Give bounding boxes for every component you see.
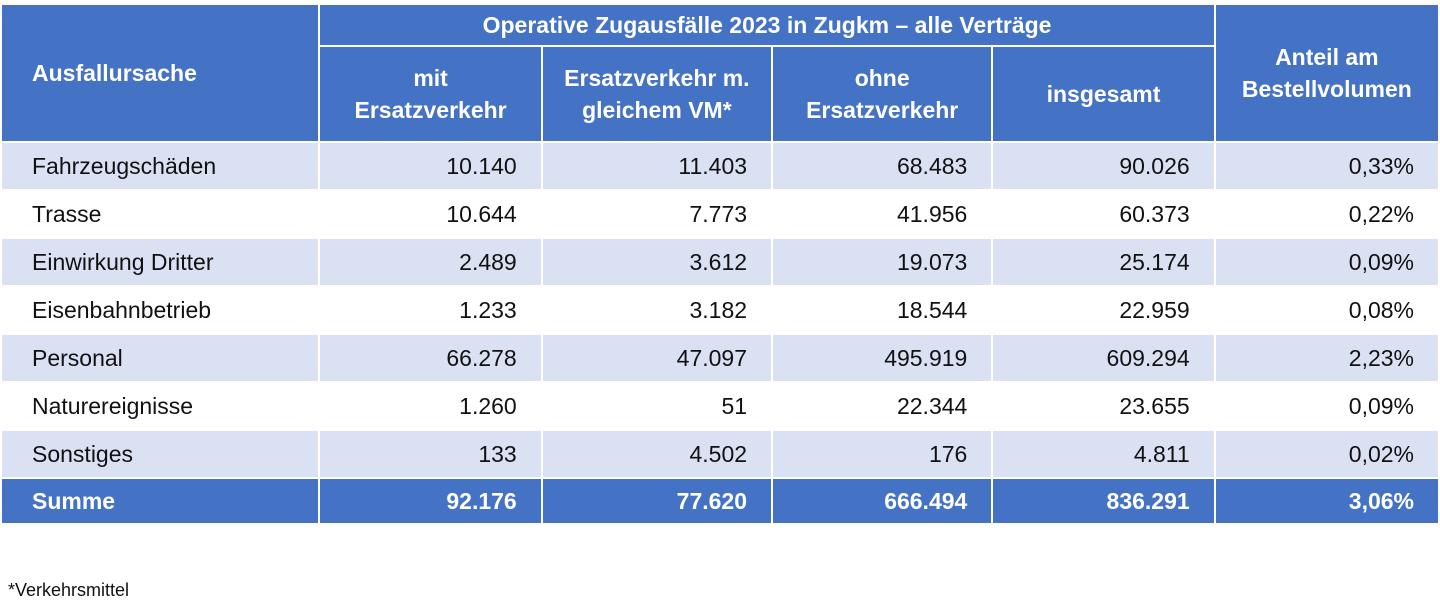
- cell: 609.294: [993, 335, 1214, 381]
- table-row: Eisenbahnbetrieb 1.233 3.182 18.544 22.959 0,…: [2, 287, 1438, 333]
- cell: 23.655: [993, 383, 1214, 429]
- cell: 0,09%: [1215, 239, 1438, 285]
- cell: 7.773: [542, 191, 772, 237]
- table-row: Naturereignisse 1.260 51 22.344 23.655 0,09%: [2, 383, 1438, 429]
- header-group: Operative Zugausfälle 2023 in Zugkm – al…: [320, 5, 1214, 45]
- cell: 0,33%: [1215, 143, 1438, 189]
- cell: 41.956: [773, 191, 992, 237]
- total-cell: 92.176: [320, 479, 541, 523]
- cell: 176: [773, 431, 992, 477]
- cell: 0,08%: [1215, 287, 1438, 333]
- cell: 66.278: [320, 335, 541, 381]
- row-label: Eisenbahnbetrieb: [2, 287, 319, 333]
- header-share: Anteil am Bestellvolumen: [1215, 5, 1438, 141]
- row-label: Fahrzeugschäden: [2, 143, 319, 189]
- cell: 133: [320, 431, 541, 477]
- cell: 0,02%: [1215, 431, 1438, 477]
- footnote: *Verkehrsmittel: [8, 580, 130, 600]
- cell: 4.502: [542, 431, 772, 477]
- table-row: Trasse 10.644 7.773 41.956 60.373 0,22%: [2, 191, 1438, 237]
- row-label: Sonstiges: [2, 431, 319, 477]
- column-header: mit Ersatzverkehr: [320, 47, 541, 141]
- cell: 3.182: [542, 287, 772, 333]
- row-label: Trasse: [2, 191, 319, 237]
- cell: 68.483: [773, 143, 992, 189]
- table-row: Fahrzeugschäden 10.140 11.403 68.483 90.026 0…: [2, 143, 1438, 189]
- row-label: Einwirkung Dritter: [2, 239, 319, 285]
- total-cell: 666.494: [773, 479, 992, 523]
- cell: 90.026: [993, 143, 1214, 189]
- cell: 51: [542, 383, 772, 429]
- cell: 10.644: [320, 191, 541, 237]
- cell: 2.489: [320, 239, 541, 285]
- cell: 4.811: [993, 431, 1214, 477]
- column-header: ohne Ersatzverkehr: [773, 47, 992, 141]
- cell: 2,23%: [1215, 335, 1438, 381]
- cell: 0,22%: [1215, 191, 1438, 237]
- row-label: Personal: [2, 335, 319, 381]
- cell: 22.959: [993, 287, 1214, 333]
- cell: 1.260: [320, 383, 541, 429]
- cell: 3.612: [542, 239, 772, 285]
- column-header: Ersatzverkehr m. gleichem VM*: [542, 47, 772, 141]
- cell: 11.403: [542, 143, 772, 189]
- cell: 0,09%: [1215, 383, 1438, 429]
- header-cause: Ausfallursache: [2, 5, 319, 141]
- total-row: Summe 92.176 77.620 666.494 836.291 3,06%: [2, 479, 1438, 523]
- cell: 18.544: [773, 287, 992, 333]
- total-cell: 836.291: [993, 479, 1214, 523]
- total-cell: 3,06%: [1215, 479, 1438, 523]
- cell: 22.344: [773, 383, 992, 429]
- table-row: Einwirkung Dritter 2.489 3.612 19.073 25.174…: [2, 239, 1438, 285]
- total-label: Summe: [2, 479, 319, 523]
- column-header: insgesamt: [993, 47, 1214, 141]
- cell: 1.233: [320, 287, 541, 333]
- cell: 10.140: [320, 143, 541, 189]
- table-row: Sonstiges 133 4.502 176 4.811 0,02%: [2, 431, 1438, 477]
- cell: 495.919: [773, 335, 992, 381]
- data-table: Ausfallursache Operative Zugausfälle 202…: [0, 3, 1440, 525]
- cell: 47.097: [542, 335, 772, 381]
- table-row: Personal 66.278 47.097 495.919 609.294 2,23%: [2, 335, 1438, 381]
- row-label: Naturereignisse: [2, 383, 319, 429]
- cell: 25.174: [993, 239, 1214, 285]
- cell: 19.073: [773, 239, 992, 285]
- total-cell: 77.620: [542, 479, 772, 523]
- cell: 60.373: [993, 191, 1214, 237]
